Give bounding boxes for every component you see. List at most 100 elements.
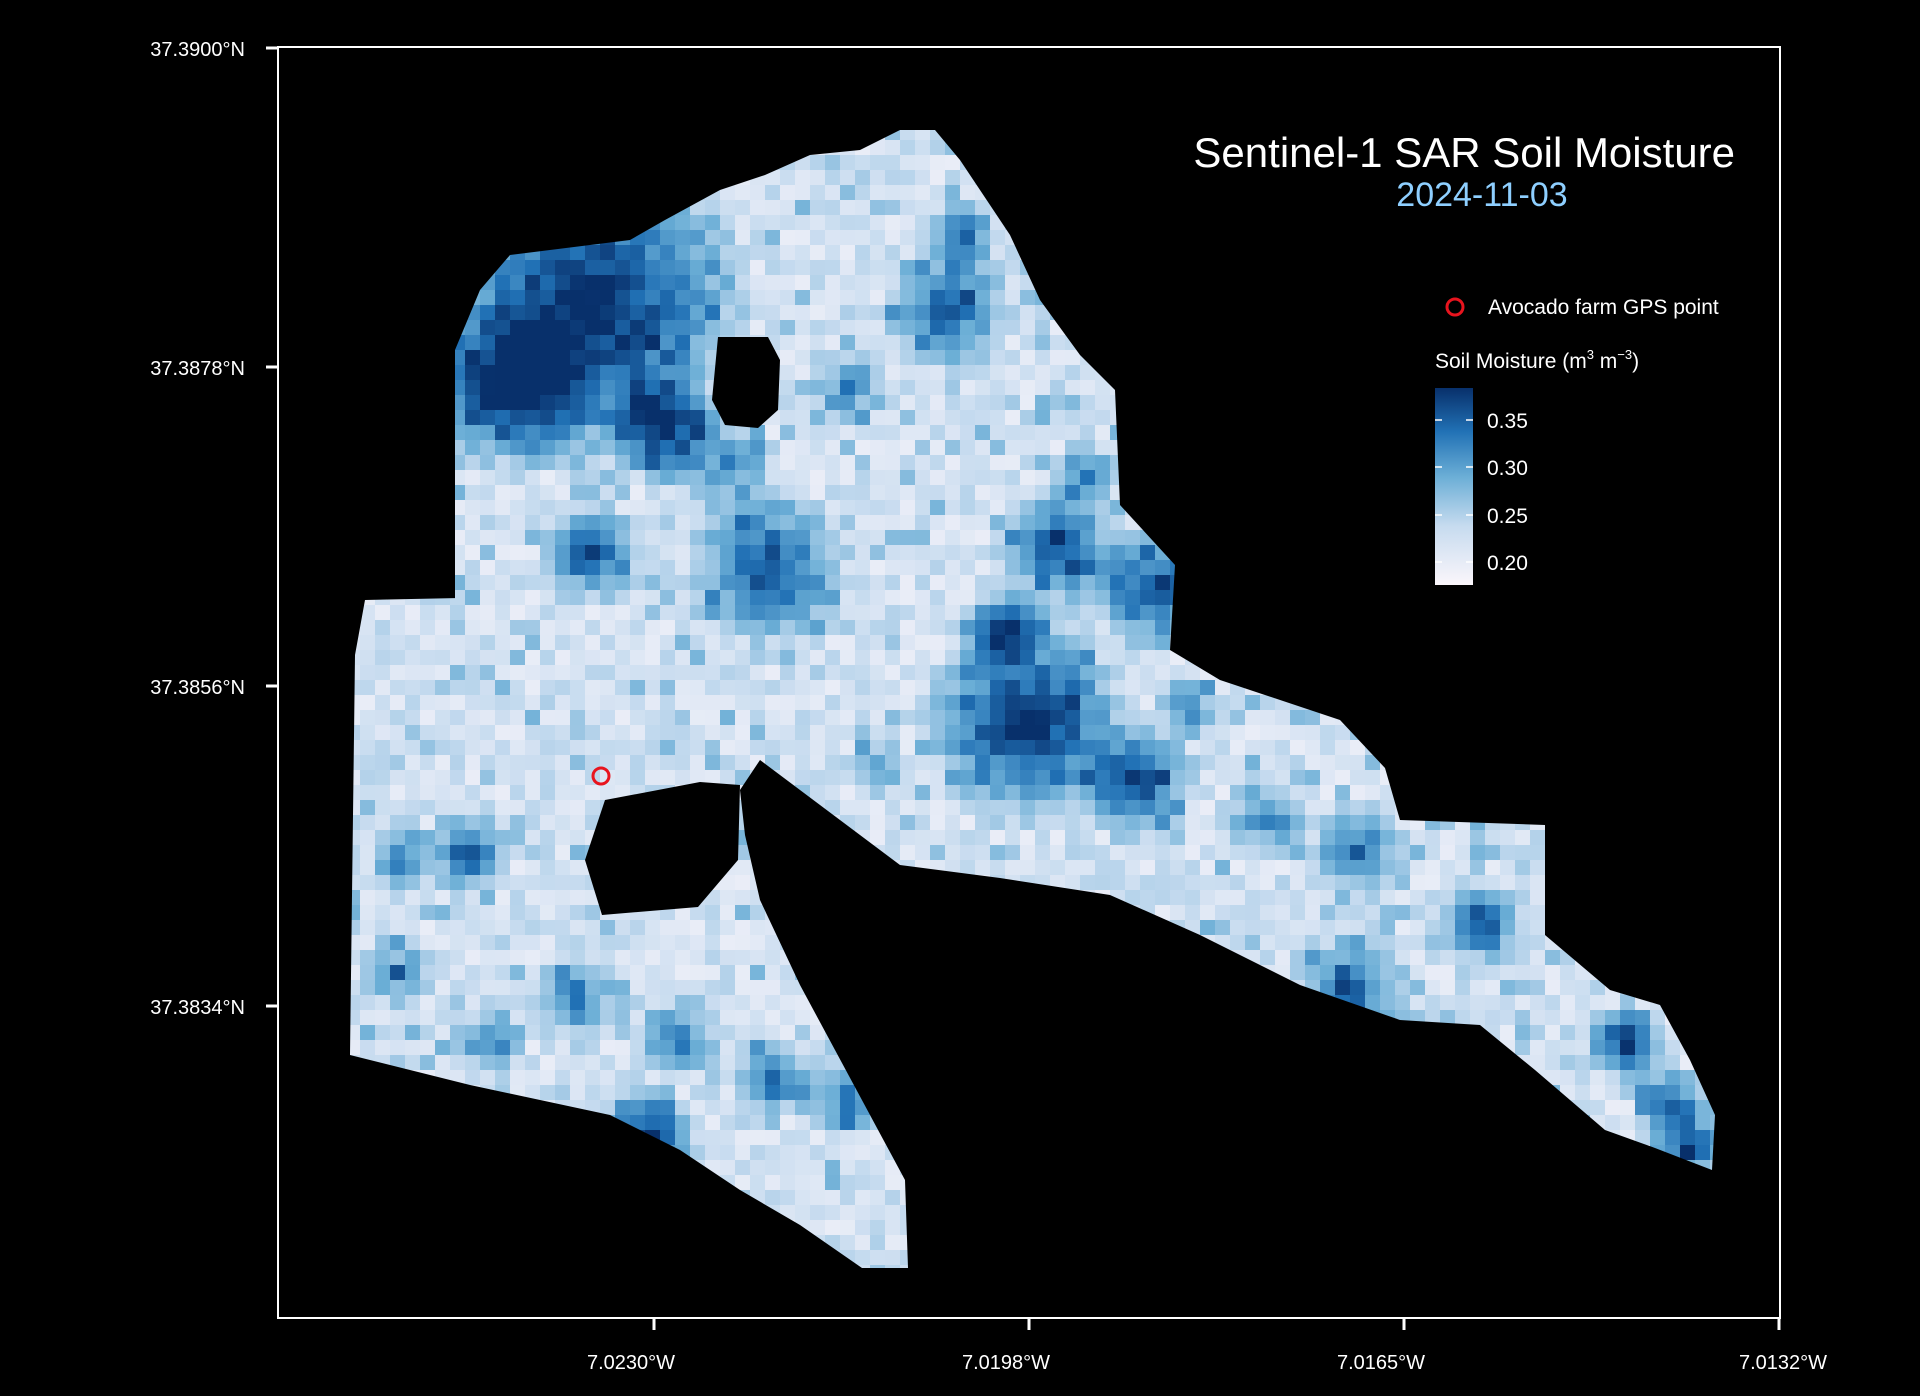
- raster-cell: [1650, 770, 1665, 785]
- raster-cell: [795, 320, 810, 335]
- raster-cell: [360, 740, 375, 755]
- raster-cell: [555, 470, 570, 485]
- raster-cell: [390, 155, 405, 170]
- raster-cell: [840, 140, 855, 155]
- raster-cell: [615, 785, 630, 800]
- raster-cell: [435, 410, 450, 425]
- raster-cell: [1620, 245, 1635, 260]
- raster-cell: [1005, 665, 1020, 680]
- raster-cell: [1650, 230, 1665, 245]
- raster-cell: [525, 290, 540, 305]
- raster-cell: [900, 785, 915, 800]
- raster-cell: [765, 200, 780, 215]
- raster-cell: [1410, 845, 1425, 860]
- raster-cell: [1065, 425, 1080, 440]
- raster-cell: [795, 830, 810, 845]
- raster-cell: [945, 455, 960, 470]
- raster-cell: [1260, 470, 1275, 485]
- raster-cell: [1650, 395, 1665, 410]
- raster-cell: [990, 875, 1005, 890]
- raster-cell: [750, 590, 765, 605]
- raster-cell: [645, 380, 660, 395]
- raster-cell: [990, 320, 1005, 335]
- raster-cell: [1050, 830, 1065, 845]
- raster-cell: [1155, 425, 1170, 440]
- raster-cell: [1035, 170, 1050, 185]
- raster-cell: [615, 245, 630, 260]
- raster-cell: [1380, 560, 1395, 575]
- raster-cell: [1410, 785, 1425, 800]
- raster-cell: [930, 200, 945, 215]
- raster-cell: [630, 485, 645, 500]
- raster-cell: [810, 155, 825, 170]
- raster-cell: [1335, 470, 1350, 485]
- raster-cell: [465, 185, 480, 200]
- raster-cell: [1005, 695, 1020, 710]
- raster-cell: [1215, 395, 1230, 410]
- raster-cell: [1290, 260, 1305, 275]
- raster-cell: [660, 290, 675, 305]
- raster-cell: [1170, 395, 1185, 410]
- raster-cell: [750, 440, 765, 455]
- raster-cell: [705, 200, 720, 215]
- raster-cell: [525, 155, 540, 170]
- raster-cell: [525, 440, 540, 455]
- raster-cell: [1620, 200, 1635, 215]
- raster-cell: [1695, 215, 1710, 230]
- raster-cell: [630, 890, 645, 905]
- raster-cell: [795, 875, 810, 890]
- raster-cell: [480, 395, 495, 410]
- raster-cell: [1140, 590, 1155, 605]
- raster-cell: [1590, 230, 1605, 245]
- raster-cell: [450, 380, 465, 395]
- raster-cell: [1695, 725, 1710, 740]
- raster-cell: [1605, 380, 1620, 395]
- raster-cell: [795, 845, 810, 860]
- raster-cell: [855, 605, 870, 620]
- raster-cell: [1290, 650, 1305, 665]
- raster-cell: [1410, 530, 1425, 545]
- raster-cell: [975, 710, 990, 725]
- raster-cell: [765, 410, 780, 425]
- raster-cell: [1500, 785, 1515, 800]
- raster-cell: [930, 185, 945, 200]
- raster-cell: [1035, 425, 1050, 440]
- raster-cell: [465, 440, 480, 455]
- raster-cell: [1425, 290, 1440, 305]
- raster-cell: [915, 290, 930, 305]
- raster-cell: [1545, 560, 1560, 575]
- raster-cell: [1515, 320, 1530, 335]
- raster-cell: [720, 245, 735, 260]
- raster-cell: [1140, 230, 1155, 245]
- raster-cell: [540, 695, 555, 710]
- raster-cell: [705, 185, 720, 200]
- raster-cell: [1125, 920, 1140, 935]
- raster-cell: [1080, 770, 1095, 785]
- raster-cell: [1050, 635, 1065, 650]
- raster-cell: [1710, 635, 1715, 650]
- raster-cell: [350, 785, 360, 800]
- raster-cell: [360, 260, 375, 275]
- raster-cell: [1665, 350, 1680, 365]
- raster-cell: [1395, 335, 1410, 350]
- raster-cell: [1365, 785, 1380, 800]
- raster-cell: [1275, 185, 1290, 200]
- raster-cell: [1500, 680, 1515, 695]
- raster-cell: [840, 575, 855, 590]
- raster-cell: [1590, 920, 1605, 935]
- raster-cell: [1110, 830, 1125, 845]
- raster-cell: [855, 320, 870, 335]
- raster-cell: [1380, 500, 1395, 515]
- raster-cell: [1410, 560, 1425, 575]
- raster-cell: [1065, 215, 1080, 230]
- raster-cell: [945, 890, 960, 905]
- raster-cell: [480, 470, 495, 485]
- raster-cell: [1410, 620, 1425, 635]
- raster-cell: [960, 305, 975, 320]
- raster-cell: [1545, 815, 1560, 830]
- raster-cell: [705, 215, 720, 230]
- raster-cell: [645, 890, 660, 905]
- raster-cell: [675, 560, 690, 575]
- raster-cell: [1320, 245, 1335, 260]
- raster-cell: [1545, 530, 1560, 545]
